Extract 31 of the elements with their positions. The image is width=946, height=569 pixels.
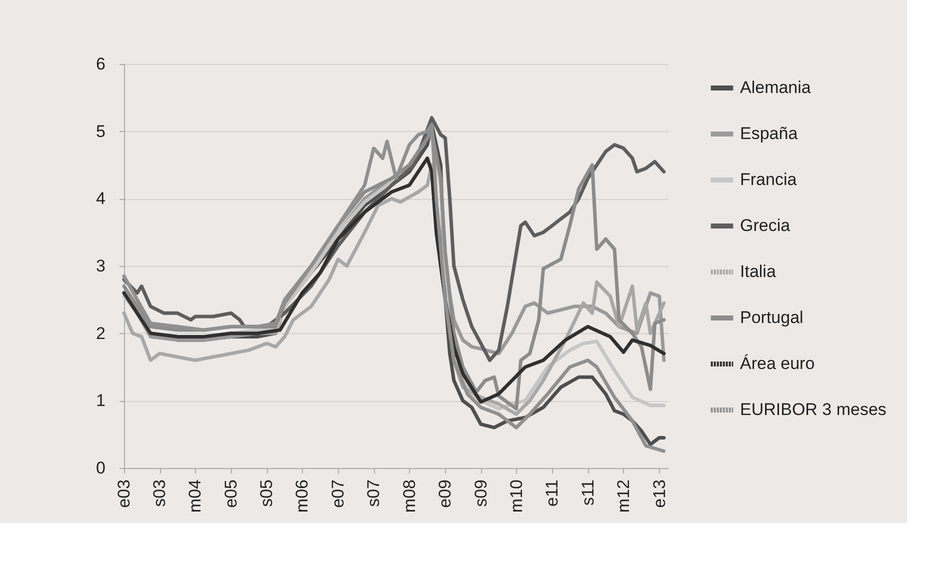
legend-label: Italia bbox=[740, 262, 776, 281]
legend-label: EURIBOR 3 meses bbox=[740, 400, 886, 419]
legend-label: Francia bbox=[740, 170, 798, 189]
y-tick-label: 0 bbox=[96, 458, 106, 478]
legend-label: España bbox=[740, 124, 798, 143]
x-tick-label: m08 bbox=[400, 480, 419, 513]
x-tick-label: s03 bbox=[150, 480, 170, 507]
y-tick-label: 2 bbox=[96, 324, 106, 343]
x-tick-label: m12 bbox=[614, 480, 633, 513]
y-tick-label: 5 bbox=[96, 122, 106, 141]
y-tick-label: 3 bbox=[96, 256, 106, 276]
x-tick-label: e11 bbox=[542, 480, 562, 507]
legend-label: Área euro bbox=[740, 354, 815, 373]
x-tick-label: m10 bbox=[506, 480, 526, 513]
x-tick-label: m06 bbox=[292, 480, 312, 513]
y-tick-label: 1 bbox=[96, 391, 106, 410]
y-tick-label: 4 bbox=[96, 189, 106, 208]
x-tick-label: s11 bbox=[578, 480, 598, 506]
legend-label: Grecia bbox=[740, 216, 791, 235]
legend-label: Portugal bbox=[740, 308, 804, 327]
x-tick-label: e13 bbox=[650, 480, 669, 508]
x-tick-label: e09 bbox=[436, 480, 455, 508]
x-tick-label: e07 bbox=[328, 480, 348, 508]
legend-label: Alemania bbox=[740, 78, 812, 97]
y-tick-label: 6 bbox=[96, 54, 106, 74]
x-tick-label: s05 bbox=[257, 480, 276, 507]
x-tick-label: s07 bbox=[364, 480, 384, 507]
x-tick-label: m04 bbox=[186, 480, 205, 513]
x-tick-label: e05 bbox=[222, 480, 241, 508]
x-tick-label: s09 bbox=[471, 480, 490, 507]
x-tick-label: e03 bbox=[114, 480, 134, 508]
